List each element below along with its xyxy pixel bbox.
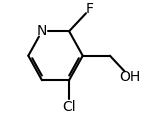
Text: Cl: Cl: [62, 100, 76, 114]
Text: OH: OH: [120, 71, 141, 84]
Text: F: F: [85, 2, 93, 16]
Text: N: N: [37, 24, 47, 38]
